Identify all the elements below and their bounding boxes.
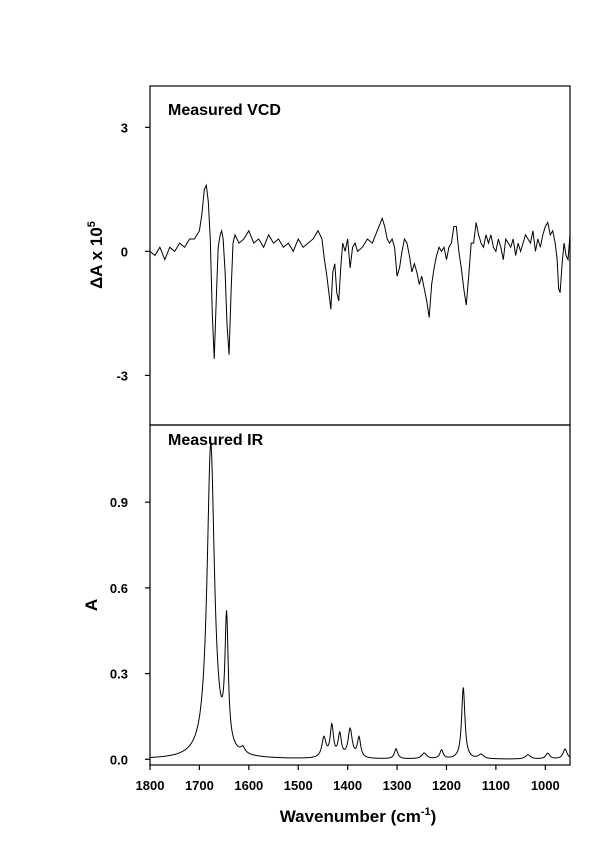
vcd-y-tick-label: 3 (121, 120, 128, 135)
vcd-y-tick-label: -3 (116, 368, 128, 383)
ir-y-tick-label: 0.6 (110, 581, 128, 596)
x-tick-label: 1300 (383, 778, 412, 793)
vcd-series-line (149, 183, 571, 359)
vcd-y-axis-title-text: ΔA x 10 (87, 227, 106, 289)
x-tick-label: 1700 (185, 778, 214, 793)
ir-plot-frame (149, 424, 571, 766)
x-tick-label: 1800 (136, 778, 165, 793)
vcd-y-ticks: 3 0 -3 (116, 120, 150, 383)
ir-y-tick-label: 0.3 (110, 667, 128, 682)
x-axis-title: Wavenumber (cm-1) (280, 806, 437, 826)
x-tick-label: 1100 (482, 778, 510, 793)
vcd-y-tick-label: 0 (121, 244, 128, 259)
ir-panel: Measured IR 0.9 0.6 0.3 0.0 1800 1700 1600 150… (82, 424, 571, 826)
x-axis-title-suffix: ) (431, 807, 437, 826)
ir-y-ticks: 0.9 0.6 0.3 0.0 (110, 495, 150, 767)
vcd-panel-title: Measured VCD (168, 102, 281, 119)
vcd-y-axis-title-exponent: 5 (86, 221, 98, 227)
ir-y-tick-label: 0.0 (110, 752, 128, 767)
ir-series-line (149, 442, 571, 760)
ir-x-ticks: 1800 1700 1600 1500 1400 1300 1200 1100 1000 (136, 765, 560, 793)
x-tick-label: 1500 (284, 778, 313, 793)
vcd-panel: Measured VCD 3 0 -3 ΔA x 105 (86, 85, 571, 426)
ir-y-axis-title: A (82, 599, 101, 611)
ir-y-tick-label: 0.9 (110, 495, 128, 510)
vcd-y-axis-title: ΔA x 105 (86, 221, 106, 289)
x-tick-label: 1600 (234, 778, 263, 793)
ir-panel-title: Measured IR (168, 432, 264, 449)
x-tick-label: 1400 (333, 778, 362, 793)
x-axis-title-text: Wavenumber (cm (280, 807, 421, 826)
x-tick-label: 1000 (531, 778, 560, 793)
x-axis-title-exponent: -1 (421, 806, 431, 818)
x-tick-label: 1200 (432, 778, 461, 793)
